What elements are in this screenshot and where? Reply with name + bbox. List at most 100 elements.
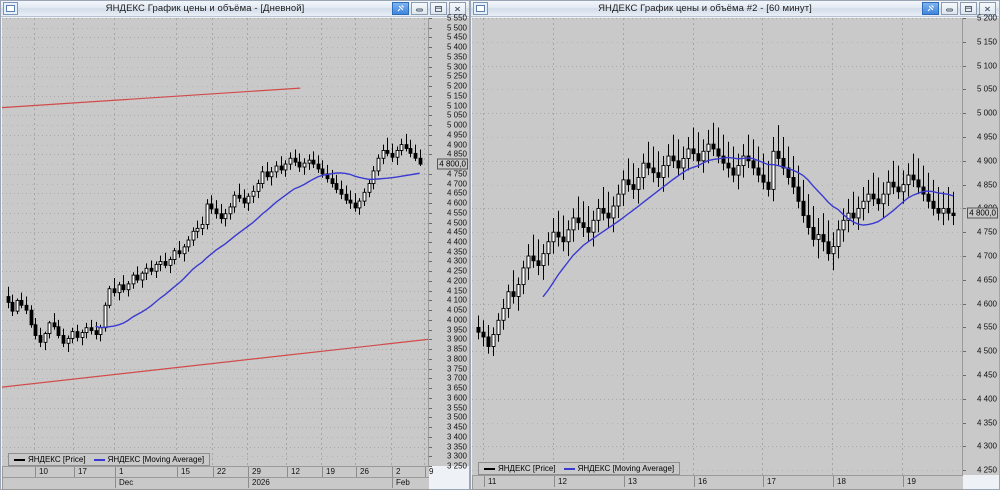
price-axis-tickmark: [429, 145, 432, 146]
price-axis-tick: 3 250: [446, 461, 467, 471]
pin-button[interactable]: [392, 2, 409, 15]
price-axis-tickmark: [429, 223, 432, 224]
price-axis-tickmark: [963, 256, 966, 257]
price-axis-tick: 4 700: [446, 179, 467, 189]
price-axis-tick: 4 950: [446, 130, 467, 140]
price-axis-tick: 3 850: [446, 344, 467, 354]
price-axis-tickmark: [429, 28, 432, 29]
price-axis-tick: 3 550: [446, 403, 467, 413]
price-axis-tick: 3 700: [446, 373, 467, 383]
chart-window-daily[interactable]: ЯНДЕКС График цены и объёма - [Дневной] …: [0, 0, 470, 490]
price-axis-tickmark: [429, 359, 432, 360]
price-axis-tick: 5 200: [446, 81, 467, 91]
restore-button[interactable]: [430, 2, 447, 15]
price-axis-tickmark: [429, 369, 432, 370]
price-axis-tickmark: [963, 232, 966, 233]
legend-entry: ЯНДЕКС [Price]: [484, 464, 556, 473]
price-axis-tick: 4 400: [976, 394, 997, 404]
date-axis-row-primary: 10 17 1 15 22 29 12 19 26 2 9: [3, 467, 433, 477]
chart-body-h60: ЯНДЕКС [Price] ЯНДЕКС [Moving Average] 5 2…: [471, 14, 999, 490]
chart-canvas-daily[interactable]: ЯНДЕКС [Price] ЯНДЕКС [Moving Average] 5 5…: [2, 14, 469, 490]
price-axis-tick: 5 150: [446, 91, 467, 101]
date-axis-tick: 12: [287, 467, 300, 477]
price-axis-tick: 3 800: [446, 354, 467, 364]
date-axis-period-label: Dec: [115, 478, 133, 488]
price-axis-tickmark: [429, 76, 432, 77]
price-axis-tickmark: [429, 300, 432, 301]
date-axis-tick: 2: [392, 467, 400, 477]
price-axis-tickmark: [963, 470, 966, 471]
price-axis-tick: 4 850: [446, 149, 467, 159]
minimize-button[interactable]: [411, 2, 428, 15]
legend-label: ЯНДЕКС [Moving Average]: [107, 455, 205, 464]
close-button[interactable]: [449, 2, 466, 15]
price-axis-tickmark: [963, 185, 966, 186]
price-axis-tickmark: [429, 291, 432, 292]
price-axis[interactable]: 5 550 5 500 5 450 5 400 5 350 5 300 5 250 5 200…: [428, 14, 469, 471]
price-axis-tick: 3 450: [446, 422, 467, 432]
date-axis-tick: 19: [903, 476, 916, 487]
price-axis-tickmark: [429, 281, 432, 282]
chart-window-h60[interactable]: ЯНДЕКС График цены и объёма #2 - [60 мин…: [470, 0, 1000, 490]
date-axis-tick: 11: [484, 476, 496, 487]
restore-button[interactable]: [960, 2, 977, 15]
price-axis-tickmark: [429, 417, 432, 418]
legend-label: ЯНДЕКС [Moving Average]: [577, 464, 675, 473]
price-axis-tickmark: [429, 437, 432, 438]
price-axis-tickmark: [963, 304, 966, 305]
titlebar-daily[interactable]: ЯНДЕКС График цены и объёма - [Дневной]: [1, 1, 469, 17]
date-axis-tick: 17: [74, 467, 87, 477]
price-axis[interactable]: 5 200 5 150 5 100 5 050 5 000 4 950 4 900 4 850…: [962, 14, 999, 475]
price-axis-tickmark: [429, 106, 432, 107]
price-axis-tickmark: [429, 349, 432, 350]
price-axis-tick: 3 350: [446, 442, 467, 452]
plot-area[interactable]: [472, 18, 962, 475]
date-axis[interactable]: 11 12 13 16 17 18 19: [472, 475, 963, 490]
price-axis-tickmark: [429, 154, 432, 155]
date-axis[interactable]: 10 17 1 15 22 29 12 19 26 2 9 Dec 2026 Feb: [2, 466, 433, 490]
price-axis-tickmark: [429, 203, 432, 204]
price-axis-tickmark: [429, 320, 432, 321]
price-axis-tick: 4 200: [446, 276, 467, 286]
titlebar-h60[interactable]: ЯНДЕКС График цены и объёма #2 - [60 мин…: [471, 1, 999, 17]
price-axis-tick: 4 250: [446, 266, 467, 276]
price-axis-tick: 4 950: [976, 132, 997, 142]
price-axis-tickmark: [429, 398, 432, 399]
date-axis-tick: 16: [694, 476, 707, 487]
pin-button[interactable]: [922, 2, 939, 15]
price-axis-tickmark: [429, 466, 432, 467]
close-button[interactable]: [979, 2, 996, 15]
price-axis-tickmark: [429, 18, 432, 19]
price-axis-tick: 3 750: [446, 364, 467, 374]
price-axis-tick: 5 300: [446, 62, 467, 72]
date-axis-tick: 29: [248, 467, 261, 477]
chart-canvas-h60[interactable]: ЯНДЕКС [Price] ЯНДЕКС [Moving Average] 5 2…: [472, 14, 999, 490]
price-axis-tickmark: [429, 447, 432, 448]
price-axis-tick: 4 050: [446, 305, 467, 315]
price-axis-tick: 4 650: [976, 275, 997, 285]
minimize-button[interactable]: [941, 2, 958, 15]
date-axis-tick: 1: [115, 467, 123, 477]
date-axis-tick: 10: [35, 467, 48, 477]
legend-label: ЯНДЕКС [Price]: [28, 455, 86, 464]
window-controls-daily: [392, 2, 466, 15]
window-menu-icon[interactable]: [3, 2, 18, 15]
price-axis-tick: 5 450: [446, 32, 467, 42]
price-axis-tickmark: [429, 408, 432, 409]
date-axis-tick: 13: [624, 476, 637, 487]
price-axis-tick: 4 500: [446, 218, 467, 228]
legend-swatch: [563, 467, 575, 470]
price-axis-tick: 4 600: [976, 299, 997, 309]
window-menu-icon[interactable]: [473, 2, 488, 15]
price-axis-tickmark: [963, 113, 966, 114]
plot-area[interactable]: [2, 18, 428, 466]
price-axis-tick: 4 300: [976, 441, 997, 451]
price-axis-tick: 5 350: [446, 52, 467, 62]
price-axis-tickmark: [429, 378, 432, 379]
legend-swatch: [93, 458, 105, 461]
date-axis-row-secondary: Dec 2026 Feb: [3, 478, 429, 488]
current-price-marker: 4 800,0: [967, 207, 998, 219]
date-axis-tick: 19: [322, 467, 335, 477]
legend-swatch: [14, 458, 25, 461]
legend-entry: ЯНДЕКС [Moving Average]: [563, 464, 675, 473]
